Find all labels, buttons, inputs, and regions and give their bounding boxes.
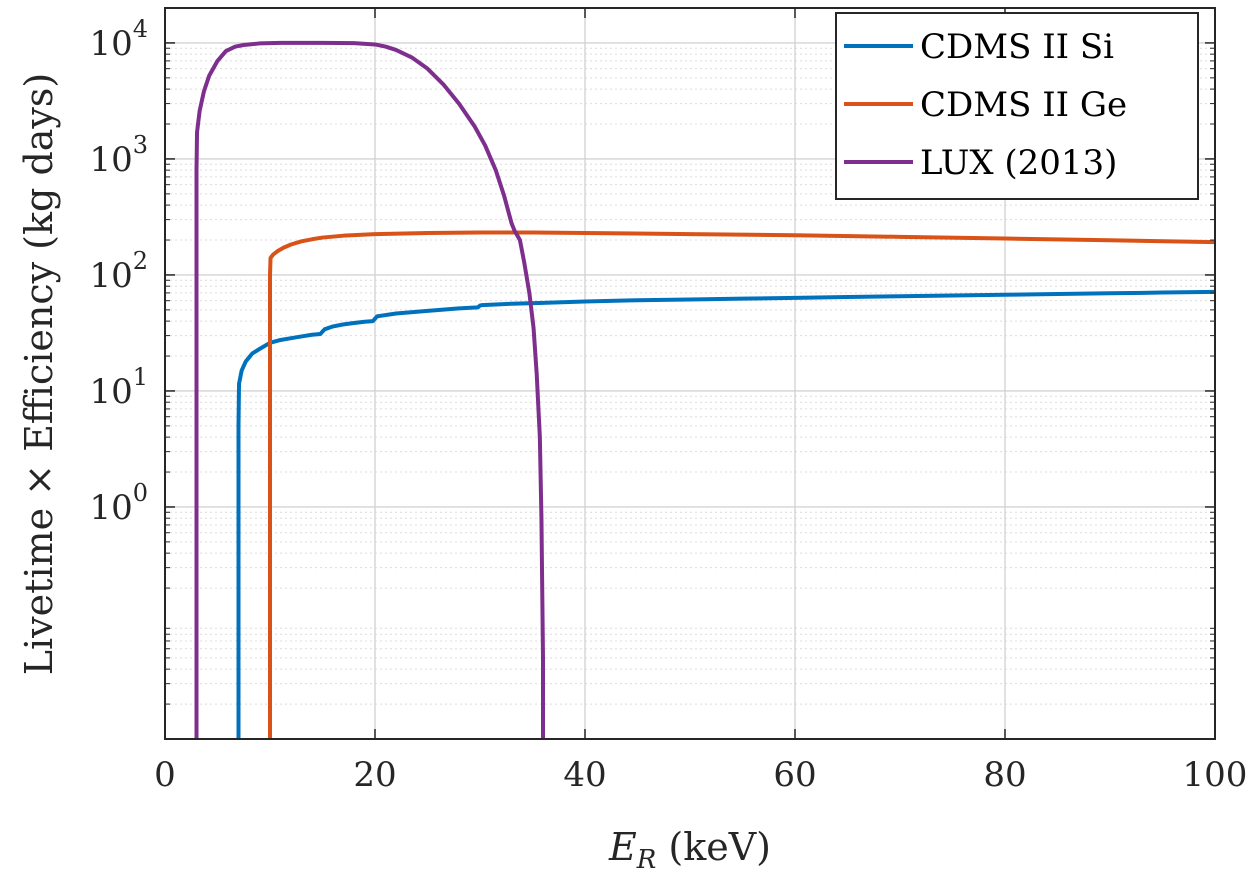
series-line-2 [194, 40, 545, 739]
x-tick-labels: 0 20 40 60 80 100 [154, 755, 1247, 795]
y-tick-label: 103 [89, 131, 148, 180]
legend: CDMS II Si CDMS II Ge LUX (2013) [835, 12, 1199, 200]
y-axis-label: Livetime × Efficiency (kg days) [17, 73, 61, 675]
x-tick-label: 20 [353, 755, 396, 795]
y-tick-label: 101 [89, 363, 148, 412]
axis-ticks [164, 7, 1216, 739]
x-tick-label: 0 [154, 755, 176, 795]
legend-label-2: LUX (2013) [920, 143, 1117, 183]
x-axis-label: ER (keV) [608, 825, 771, 869]
x-axis-label-sub: R [636, 845, 657, 869]
x-axis-label-rest: (keV) [656, 825, 771, 869]
legend-label-1: CDMS II Ge [920, 85, 1127, 125]
x-axis-label-main: E [608, 825, 637, 869]
series-line-1 [268, 230, 1215, 739]
x-tick-label: 100 [1183, 755, 1248, 795]
x-tick-label: 40 [563, 755, 606, 795]
series-lines [194, 40, 1215, 739]
y-tick-label: 102 [89, 247, 148, 296]
axes-box [164, 7, 1216, 740]
y-tick-label: 100 [89, 479, 148, 528]
legend-label-0: CDMS II Si [920, 27, 1114, 67]
y-tick-labels: 100 101 102 103 104 [89, 15, 148, 528]
x-tick-label: 60 [773, 755, 816, 795]
y-tick-label: 104 [89, 15, 148, 64]
x-tick-label: 80 [983, 755, 1026, 795]
